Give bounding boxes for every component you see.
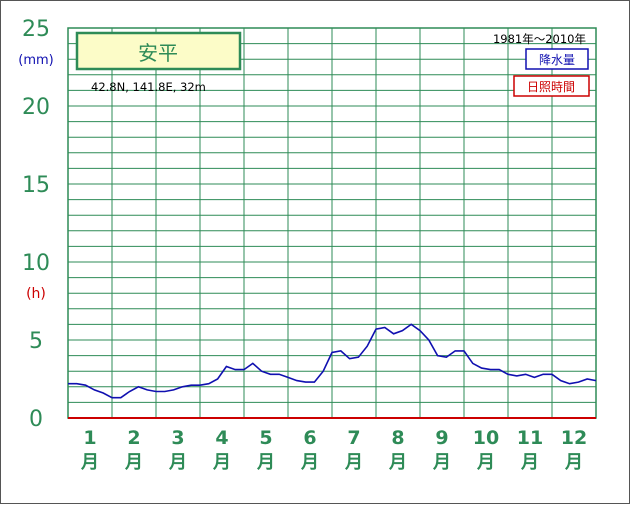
legend-precip [525,48,589,70]
month-number: 5 [259,427,272,449]
unit-mm: (mm) [18,53,53,68]
month-number: 11 [517,427,543,449]
month-suffix: 月 [124,452,143,473]
month-number: 4 [215,427,228,449]
y-tick-label: 20 [22,95,50,120]
month-suffix: 月 [80,452,99,473]
month-labels: 1 月 2 月 3 月 4 月 5 月 6 月 7 月 8 月 9 月 10 月 11 月 12 月 [80,427,587,473]
station-name: 安平 [138,41,178,65]
unit-h: (h) [26,286,46,302]
station-box [75,31,242,71]
period-text: 1981年〜2010年 [493,32,586,46]
precipitation-line [68,323,597,399]
y-tick-label: 5 [29,329,43,354]
month-number: 8 [391,427,404,449]
location-text: 42.8N, 141.8E, 32m [91,80,206,94]
y-tick-label: 15 [22,173,50,198]
y-tick-label: 10 [22,251,50,276]
month-suffix: 月 [344,452,363,473]
legend-sunshine [513,75,590,97]
month-number: 9 [435,427,448,449]
legend-precip-label: 降水量 [539,53,575,67]
month-suffix: 月 [388,452,407,473]
y-tick-label: 25 [22,17,50,42]
month-number: 2 [127,427,140,449]
month-suffix: 月 [520,452,539,473]
month-number: 10 [473,427,499,449]
month-suffix: 月 [212,452,231,473]
month-number: 12 [561,427,587,449]
y-tick-labels: 0 5 10 15 20 25 [22,17,50,432]
legend-sunshine-label: 日照時間 [527,80,575,94]
month-number: 3 [171,427,184,449]
month-number: 7 [347,427,360,449]
month-number: 1 [83,427,96,449]
month-number: 6 [303,427,316,449]
y-tick-label: 0 [29,407,43,432]
month-suffix: 月 [564,452,583,473]
month-suffix: 月 [168,452,187,473]
series-lines [68,323,597,419]
month-suffix: 月 [300,452,319,473]
month-suffix: 月 [432,452,451,473]
month-suffix: 月 [476,452,495,473]
month-suffix: 月 [256,452,275,473]
